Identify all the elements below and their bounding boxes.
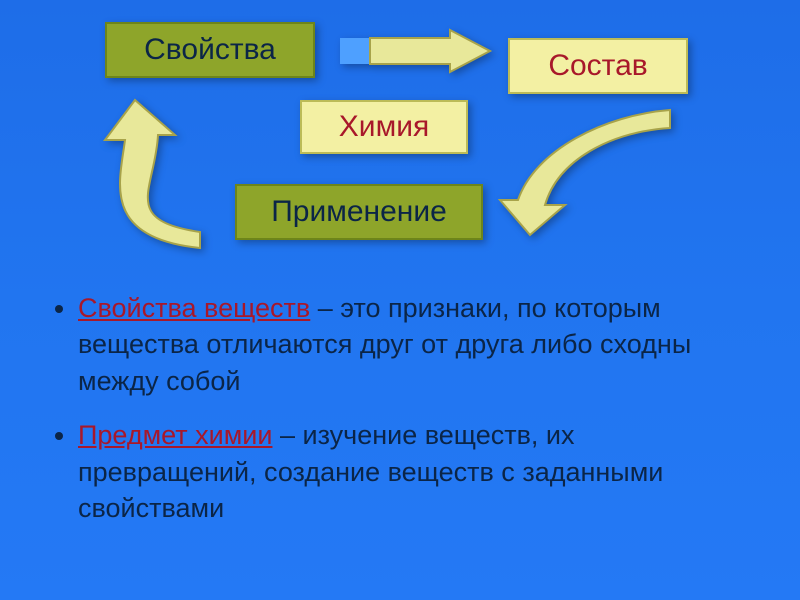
box-chemistry: Химия — [300, 100, 468, 154]
bullet-list: Свойства веществ – это признаки, по кото… — [50, 290, 750, 545]
arrow-left-curve — [65, 80, 225, 250]
box-composition-label: Состав — [548, 49, 647, 83]
arrow-top — [340, 30, 490, 72]
bullet-term: Свойства веществ — [78, 293, 310, 323]
box-properties: Свойства — [105, 22, 315, 78]
bullet-term: Предмет химии — [78, 420, 272, 450]
bullet-item: Предмет химии – изучение веществ, их пре… — [78, 417, 750, 526]
box-application: Применение — [235, 184, 483, 240]
box-application-label: Применение — [271, 195, 447, 229]
box-chemistry-label: Химия — [339, 110, 429, 144]
box-composition: Состав — [508, 38, 688, 94]
arrow-right-curve — [490, 90, 690, 270]
box-properties-label: Свойства — [144, 33, 276, 67]
bullet-item: Свойства веществ – это признаки, по кото… — [78, 290, 750, 399]
